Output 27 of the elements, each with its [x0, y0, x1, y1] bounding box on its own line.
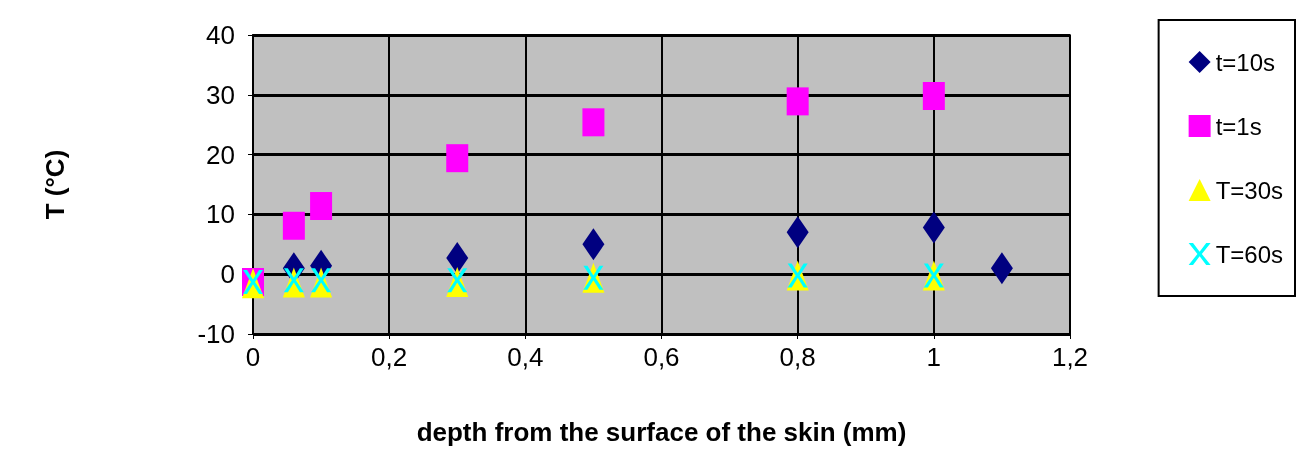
point — [310, 192, 333, 221]
y-tick-label: 10 — [206, 199, 235, 230]
x-tick-label: 0,4 — [507, 342, 544, 372]
x-tick-label: 1,2 — [1051, 342, 1089, 372]
point — [582, 108, 605, 137]
point — [311, 268, 332, 293]
y-tick-label: -10 — [197, 319, 235, 349]
point — [446, 144, 469, 173]
legend-label: T=30s — [1215, 176, 1283, 204]
y-tick-label: 30 — [206, 79, 235, 110]
point — [282, 211, 305, 240]
point — [922, 82, 945, 110]
legend-label: t=10s — [1215, 48, 1276, 76]
y-tick-label: 40 — [206, 20, 235, 50]
x-tick-label: 0,2 — [371, 342, 408, 372]
legend-label: t=1s — [1215, 112, 1262, 140]
x-tick-label: 1 — [926, 342, 942, 372]
point — [283, 268, 304, 293]
legend-label: T=60s — [1215, 240, 1283, 268]
y-tick-label: 20 — [206, 139, 235, 170]
x-tick-label: 0,8 — [779, 342, 816, 372]
y-tick-label: 0 — [220, 259, 235, 290]
x-axis-title: depth from the surface of the skin (mm) — [416, 417, 907, 447]
point — [786, 87, 809, 116]
y-axis-title: T (°C) — [40, 149, 70, 220]
x-tick-label: 0,6 — [643, 342, 680, 372]
x-tick-label: 0 — [245, 342, 261, 372]
